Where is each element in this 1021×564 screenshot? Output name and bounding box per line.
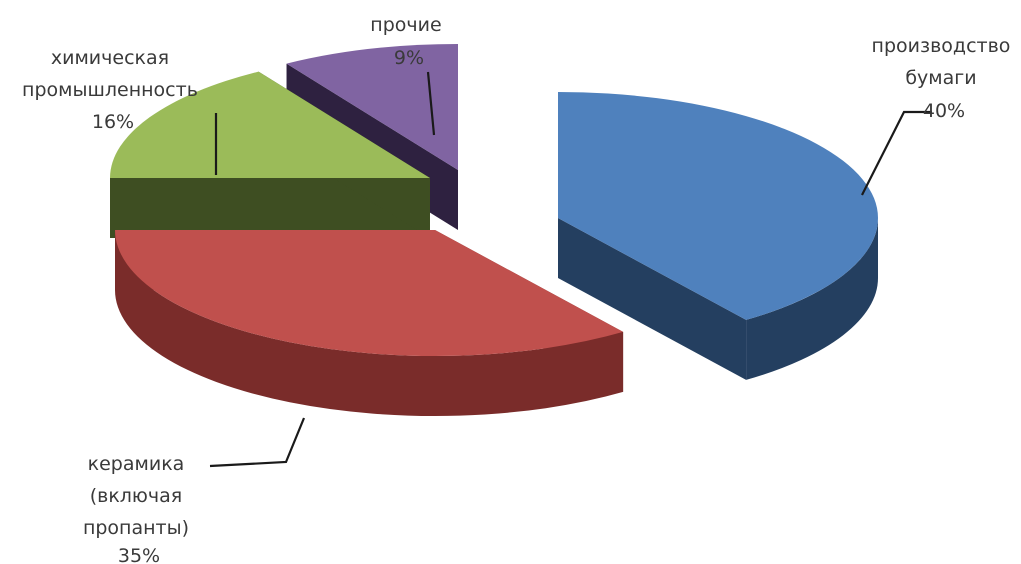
label-paper-line-1: производство <box>872 35 1011 57</box>
label-paper-value: 40% <box>923 100 965 122</box>
label-chemical: химическая промышленность 16% <box>22 47 204 133</box>
pie-slices <box>110 44 879 416</box>
pie-slice-ceramics <box>115 230 624 416</box>
pie-slice-chemical-wall-start <box>110 178 430 238</box>
pie-slice-paper-side <box>746 218 878 380</box>
pie-slice-paper-top <box>558 92 879 320</box>
pie-slice-other-top <box>286 44 458 170</box>
label-other-value: 9% <box>394 47 424 69</box>
label-chemical-value: 16% <box>92 111 134 133</box>
label-ceramics: керамика (включая пропанты) 35% <box>83 453 195 564</box>
pie-slice-paper-wall-end <box>558 218 747 380</box>
leader-line-paper <box>861 110 932 196</box>
label-paper: производство бумаги 40% <box>872 35 1017 122</box>
label-chemical-line-1: химическая <box>51 47 169 69</box>
label-ceramics-line-3: пропанты) <box>83 517 189 539</box>
pie-slice-chemical-top <box>110 71 430 178</box>
leader-line-other <box>426 71 436 136</box>
label-other: прочие 9% <box>370 14 447 69</box>
pie-slice-ceramics-side <box>115 230 624 416</box>
label-paper-line-2: бумаги <box>905 67 976 89</box>
label-ceramics-line-2: (включая <box>90 485 183 507</box>
label-ceramics-value: 35% <box>118 545 160 564</box>
label-other-line-1: прочие <box>370 14 441 36</box>
pie-slice-ceramics-top <box>115 230 624 357</box>
label-chemical-line-2: промышленность <box>22 79 198 101</box>
leader-line-ceramics <box>209 417 306 468</box>
label-ceramics-line-1: керамика <box>88 453 185 475</box>
pie-slice-chemical <box>110 71 430 238</box>
pie-slice-paper <box>558 92 879 380</box>
